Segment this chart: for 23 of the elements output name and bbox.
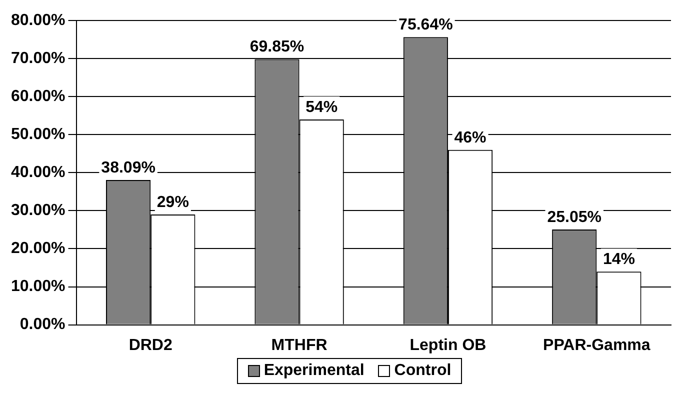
- y-tick-label: 0.00%: [20, 316, 66, 334]
- x-tick-label: DRD2: [128, 336, 172, 354]
- y-tick-label: 70.00%: [11, 50, 66, 68]
- data-label: 54%: [306, 98, 338, 116]
- x-tick-label: Leptin OB: [410, 336, 486, 354]
- x-tick-label: MTHFR: [271, 336, 328, 354]
- y-tick-label: 20.00%: [11, 240, 66, 258]
- y-tick-label: 30.00%: [11, 202, 66, 220]
- data-label: 38.09%: [101, 159, 156, 176]
- y-tick-label: 80.00%: [11, 12, 66, 30]
- data-label: 69.85%: [250, 38, 304, 56]
- x-tick-label: PPAR-Gamma: [543, 336, 650, 354]
- text: Control: [394, 362, 452, 380]
- data-label: 46%: [454, 129, 486, 146]
- data-label: 25.05%: [547, 208, 602, 226]
- legend-label: Experimental: [264, 362, 364, 380]
- y-tick-label: 60.00%: [11, 88, 66, 106]
- data-label: 14%: [602, 250, 635, 268]
- y-tick-label: 10.00%: [11, 278, 66, 296]
- y-tick-label: 50.00%: [11, 126, 66, 144]
- data-label: 75.64%: [398, 16, 453, 34]
- data-label: 29%: [156, 194, 189, 211]
- y-tick-label: 40.00%: [11, 164, 66, 182]
